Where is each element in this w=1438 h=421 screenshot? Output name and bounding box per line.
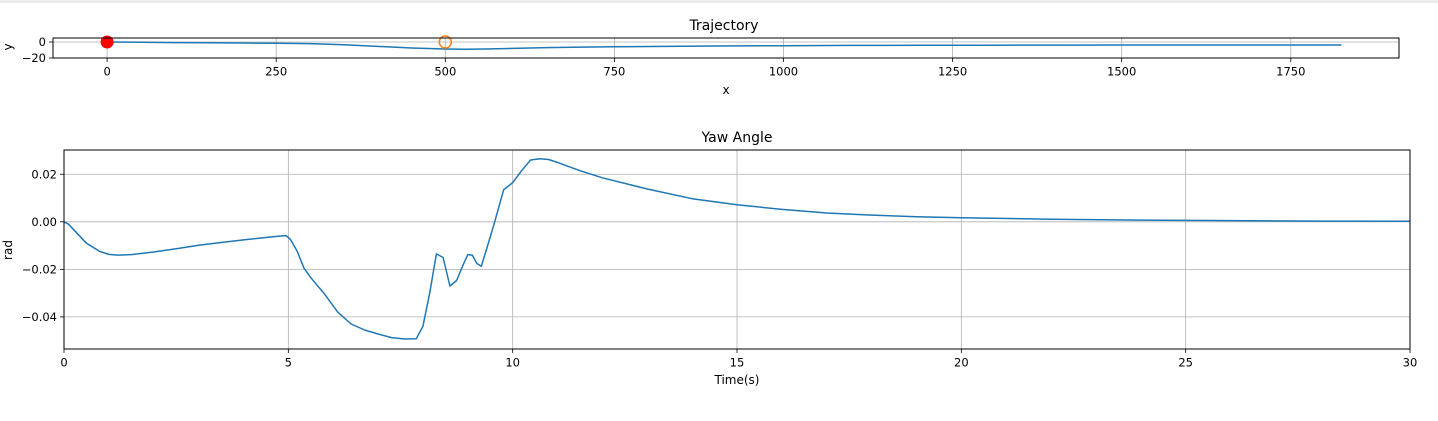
x-tick-label: 0 [60, 356, 67, 370]
yaw-y-axis-label: rad [1, 240, 15, 260]
trajectory-grid [53, 38, 1399, 59]
trajectory-y-axis-label: y [1, 43, 15, 50]
trajectory-y-ticks: −200 [22, 35, 53, 65]
series-line [107, 41, 1342, 50]
yaw-series [63, 158, 1411, 340]
x-tick-label: 1750 [1276, 65, 1305, 79]
trajectory-markers [100, 35, 453, 49]
trajectory-plot: Trajectory 0 250 500 750 1000 1250 1500 1750 −2… [1, 18, 1400, 97]
trajectory-title: Trajectory [688, 18, 758, 34]
x-tick-label: 1500 [1107, 65, 1136, 79]
target-marker [438, 35, 453, 49]
x-tick-label: 500 [434, 65, 456, 79]
series-line [63, 158, 1411, 340]
x-tick-label: 0 [103, 65, 110, 79]
x-tick-label: 250 [265, 65, 287, 79]
y-tick-label: −0.02 [22, 262, 57, 276]
x-tick-label: 10 [505, 356, 520, 370]
trajectory-x-axis-label: x [722, 83, 729, 97]
x-tick-label: 20 [954, 356, 969, 370]
yaw-title: Yaw Angle [701, 130, 773, 146]
x-tick-label: 750 [603, 65, 625, 79]
x-tick-label: 30 [1403, 356, 1418, 370]
x-tick-label: 1250 [938, 65, 967, 79]
yaw-grid [63, 150, 1411, 349]
yaw-x-ticks: 0 5 10 15 20 25 30 [60, 349, 1417, 370]
top-border [0, 0, 1438, 3]
y-tick-label: 0.02 [31, 167, 57, 181]
y-tick-label: 0 [39, 35, 46, 49]
x-tick-label: 5 [285, 356, 292, 370]
y-tick-label: 0.00 [31, 215, 57, 229]
x-tick-label: 25 [1178, 356, 1193, 370]
trajectory-x-ticks: 0 250 500 750 1000 1250 1500 1750 [103, 58, 1305, 79]
yaw-y-ticks: −0.04 −0.02 0.00 0.02 [22, 167, 64, 324]
trajectory-series [107, 41, 1342, 50]
trajectory-axes-frame [52, 37, 1400, 59]
y-tick-label: −20 [22, 51, 46, 65]
x-tick-label: 15 [730, 356, 745, 370]
start-marker [100, 35, 114, 49]
y-tick-label: −0.04 [22, 310, 57, 324]
yaw-angle-plot: Yaw Angle 0 5 10 15 20 25 30 −0.04 −0.02 0.00 0.0… [1, 130, 1417, 387]
x-tick-label: 1000 [769, 65, 798, 79]
yaw-x-axis-label: Time(s) [714, 373, 760, 387]
